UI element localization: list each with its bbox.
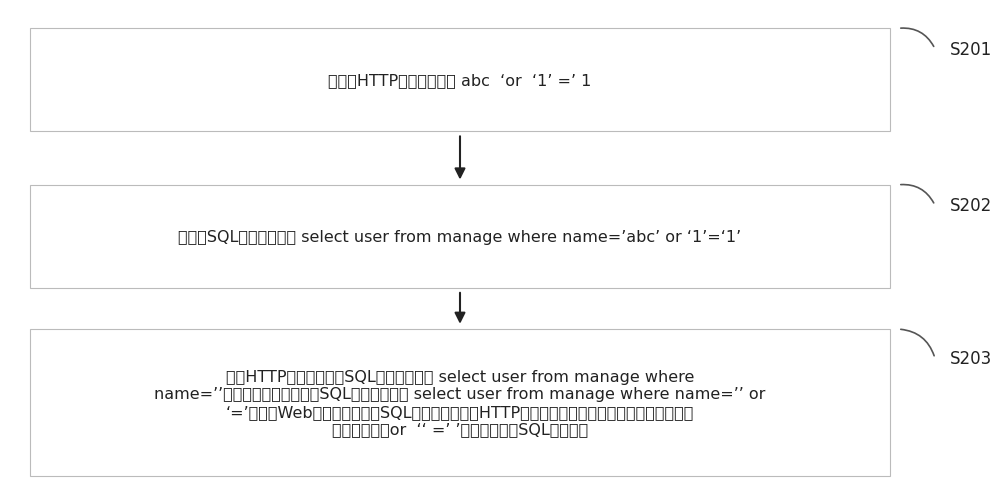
Text: 获取到SQL执行语句为： select user from manage where name=’abc’ or ‘1’=‘1’: 获取到SQL执行语句为： select user from manage whe… [178,229,742,244]
Text: 去掉HTTP请求参数后的SQL执行语句为： select user from manage where
name=’’，格式化词法结构后的SQL执行语句为： s: 去掉HTTP请求参数后的SQL执行语句为： select user from m… [154,369,766,436]
FancyBboxPatch shape [30,29,890,132]
Text: S202: S202 [950,197,992,215]
Text: S203: S203 [950,350,992,367]
FancyBboxPatch shape [30,329,890,476]
Text: 获取到HTTP请求参数为： abc  ‘or  ‘1’ =’ 1: 获取到HTTP请求参数为： abc ‘or ‘1’ =’ 1 [328,73,592,88]
FancyBboxPatch shape [30,185,890,288]
Text: S201: S201 [950,41,992,59]
